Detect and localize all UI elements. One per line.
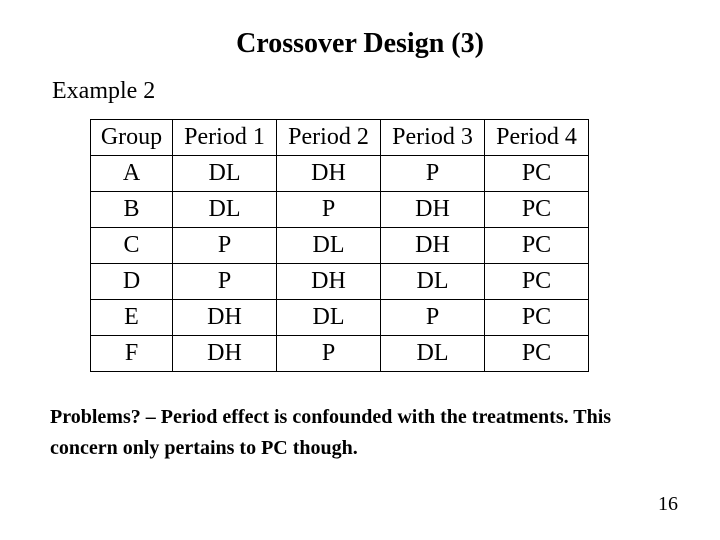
cell: DL [381, 336, 485, 372]
table-container: Group Period 1 Period 2 Period 3 Period … [50, 119, 670, 372]
example-label: Example 2 [52, 78, 670, 105]
cell: PC [485, 300, 589, 336]
cell: P [173, 264, 277, 300]
table-row: F DH P DL PC [91, 336, 589, 372]
col-header-period1: Period 1 [173, 120, 277, 156]
cell: DH [381, 192, 485, 228]
table-row: E DH DL P PC [91, 300, 589, 336]
cell: DL [277, 300, 381, 336]
cell: PC [485, 192, 589, 228]
col-header-group: Group [91, 120, 173, 156]
cell: P [381, 156, 485, 192]
cell: DL [381, 264, 485, 300]
cell-group: E [91, 300, 173, 336]
cell: DH [173, 300, 277, 336]
cell: P [277, 192, 381, 228]
cell: DH [277, 156, 381, 192]
cell: DH [277, 264, 381, 300]
cell: PC [485, 228, 589, 264]
page-title: Crossover Design (3) [50, 28, 670, 60]
table-row: B DL P DH PC [91, 192, 589, 228]
col-header-period2: Period 2 [277, 120, 381, 156]
table-row: D P DH DL PC [91, 264, 589, 300]
cell: PC [485, 156, 589, 192]
col-header-period4: Period 4 [485, 120, 589, 156]
cell: P [173, 228, 277, 264]
cell: PC [485, 336, 589, 372]
cell: DL [173, 156, 277, 192]
cell: P [277, 336, 381, 372]
cell-group: D [91, 264, 173, 300]
page-number: 16 [658, 493, 678, 516]
cell-group: F [91, 336, 173, 372]
cell-group: C [91, 228, 173, 264]
table-row: A DL DH P PC [91, 156, 589, 192]
table-row: C P DL DH PC [91, 228, 589, 264]
cell-group: B [91, 192, 173, 228]
col-header-period3: Period 3 [381, 120, 485, 156]
cell: P [381, 300, 485, 336]
cell: PC [485, 264, 589, 300]
crossover-table: Group Period 1 Period 2 Period 3 Period … [90, 119, 589, 372]
footer-note: Problems? – Period effect is confounded … [50, 402, 670, 464]
slide: Crossover Design (3) Example 2 Group Per… [0, 0, 720, 540]
cell: DL [277, 228, 381, 264]
cell: DH [381, 228, 485, 264]
table-header-row: Group Period 1 Period 2 Period 3 Period … [91, 120, 589, 156]
cell-group: A [91, 156, 173, 192]
cell: DL [173, 192, 277, 228]
cell: DH [173, 336, 277, 372]
